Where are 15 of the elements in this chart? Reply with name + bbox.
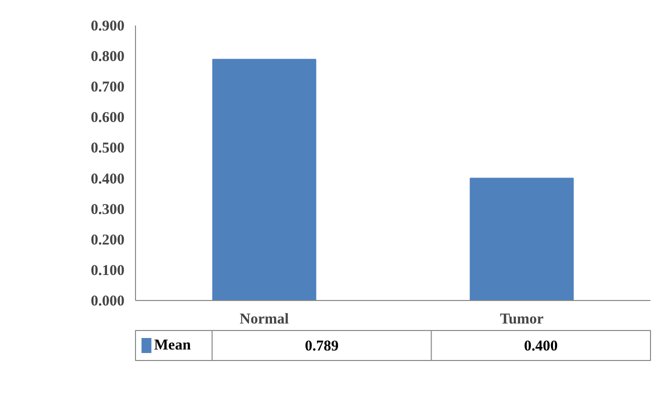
y-tick-label: 0.400 [90,171,124,188]
legend-label: Mean [154,338,192,354]
y-tick-label: 0.100 [90,262,124,279]
y-tick-label: 0.700 [90,80,124,96]
y-tick-label: 0.900 [90,18,124,34]
y-tick-label: 0.300 [90,202,124,218]
y-tick-label: 0.800 [90,49,124,66]
y-tick-label: 0.200 [90,232,124,248]
data-label: 0.789 [304,338,339,354]
x-tick-label: Tumor [500,312,544,328]
y-tick-label: 0.600 [90,110,124,126]
y-tick-label: 0.500 [90,140,124,157]
y-tick-label: 0.000 [90,294,124,310]
data-label: 0.400 [524,338,558,354]
x-tick-label: Normal [240,312,289,328]
